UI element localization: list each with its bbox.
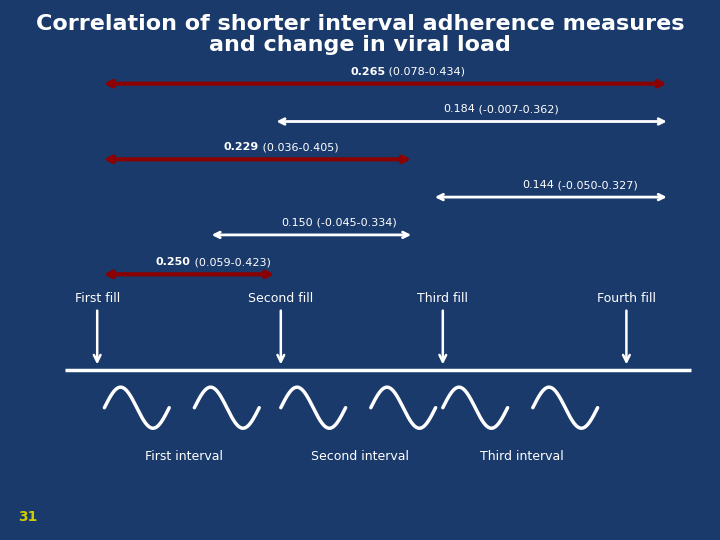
Text: Second fill: Second fill (248, 292, 313, 305)
Text: (-0.045-0.334): (-0.045-0.334) (313, 218, 397, 228)
Text: 0.250: 0.250 (156, 257, 191, 267)
Text: (0.078-0.434): (0.078-0.434) (385, 66, 465, 77)
Text: 0.229: 0.229 (224, 142, 259, 152)
Text: (-0.007-0.362): (-0.007-0.362) (475, 104, 559, 114)
Text: (0.036-0.405): (0.036-0.405) (259, 142, 339, 152)
Text: First interval: First interval (145, 450, 222, 463)
Text: (0.059-0.423): (0.059-0.423) (191, 257, 271, 267)
Text: 0.144: 0.144 (523, 180, 554, 190)
Text: Second interval: Second interval (311, 450, 409, 463)
Text: 0.184: 0.184 (444, 104, 475, 114)
Text: 31: 31 (18, 510, 37, 524)
Text: First fill: First fill (75, 292, 120, 305)
Text: and change in viral load: and change in viral load (209, 35, 511, 55)
Text: Correlation of shorter interval adherence measures: Correlation of shorter interval adherenc… (36, 14, 684, 33)
Text: Third fill: Third fill (418, 292, 468, 305)
Text: 0.265: 0.265 (350, 66, 385, 77)
Text: 0.150: 0.150 (282, 218, 313, 228)
Text: Fourth fill: Fourth fill (597, 292, 656, 305)
Text: (-0.050-0.327): (-0.050-0.327) (554, 180, 638, 190)
Text: Third interval: Third interval (480, 450, 564, 463)
